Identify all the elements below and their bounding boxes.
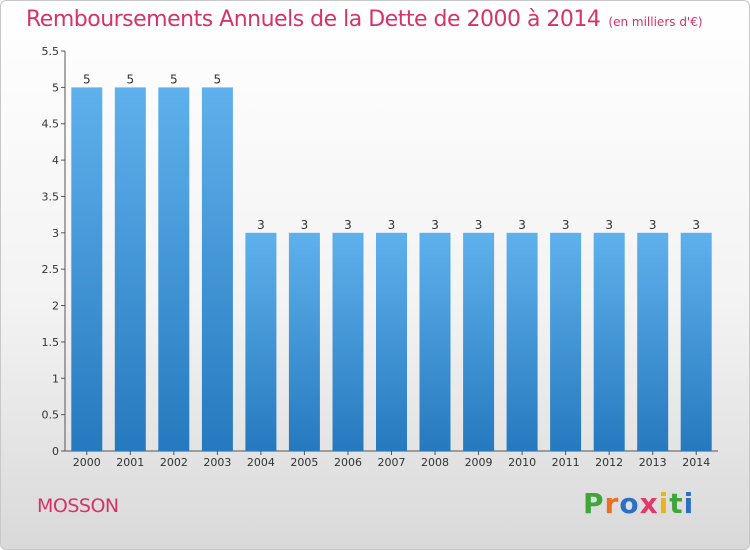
y-tick-label: 2 xyxy=(52,300,59,313)
bar-2005 xyxy=(288,232,320,451)
data-label: 3 xyxy=(431,218,439,232)
y-tick-label: 3.5 xyxy=(42,190,60,203)
data-label: 3 xyxy=(257,218,265,232)
y-tick-label: 4 xyxy=(52,154,59,167)
brand-letter: x xyxy=(639,487,659,520)
x-tick-label: 2000 xyxy=(73,456,101,469)
data-label: 3 xyxy=(344,218,352,232)
data-label: 3 xyxy=(649,218,657,232)
x-tick-label: 2004 xyxy=(247,456,275,469)
data-label: 5 xyxy=(83,72,91,86)
data-label: 3 xyxy=(692,218,700,232)
bar-2004 xyxy=(245,232,277,451)
bar-2012 xyxy=(593,232,625,451)
brand-letter: P xyxy=(583,487,605,520)
x-tick-label: 2010 xyxy=(508,456,536,469)
bar-2000 xyxy=(71,87,103,452)
x-tick-label: 2006 xyxy=(334,456,362,469)
data-label: 3 xyxy=(301,218,309,232)
x-tick-label: 2009 xyxy=(465,456,493,469)
brand-letter: t xyxy=(669,487,684,520)
brand-letter: i xyxy=(658,487,670,520)
bar-2002 xyxy=(158,87,190,452)
x-tick-label: 2007 xyxy=(378,456,406,469)
data-label: 3 xyxy=(605,218,613,232)
data-label: 5 xyxy=(126,72,134,86)
x-tick-label: 2013 xyxy=(639,456,667,469)
chart-title-text: Remboursements Annuels de la Dette de 20… xyxy=(26,7,601,32)
data-label: 3 xyxy=(475,218,483,232)
x-tick-label: 2005 xyxy=(290,456,318,469)
bar-2011 xyxy=(550,232,582,451)
chart-axes: 0 0.5 1 1.5 2 2.5 3 3.5 4 4.5 5 5.5 xyxy=(42,45,718,458)
data-label: 3 xyxy=(388,218,396,232)
y-tick-label: 0 xyxy=(52,445,59,458)
y-tick-label: 1 xyxy=(52,372,59,385)
x-tick-label: 2014 xyxy=(682,456,710,469)
y-tick-label: 0.5 xyxy=(42,409,60,422)
x-tick-label: 2001 xyxy=(116,456,144,469)
chart-subtitle: (en milliers d'€) xyxy=(608,15,703,29)
bar-2001 xyxy=(114,87,146,452)
bar-2013 xyxy=(637,232,669,451)
x-tick-label: 2002 xyxy=(160,456,188,469)
chart-title: Remboursements Annuels de la Dette de 20… xyxy=(26,7,703,32)
y-tick-label: 1.5 xyxy=(42,336,60,349)
brand-logo[interactable]: Proxiti xyxy=(583,487,694,520)
bar-2010 xyxy=(506,232,538,451)
x-tick-label: 2012 xyxy=(595,456,623,469)
y-tick-label: 5.5 xyxy=(42,45,60,58)
commune-name: MOSSON xyxy=(37,495,119,517)
bar-2003 xyxy=(201,87,233,452)
data-label: 3 xyxy=(518,218,526,232)
brand-letter: i xyxy=(683,487,695,520)
x-tick-label: 2008 xyxy=(421,456,449,469)
chart-bars xyxy=(71,87,712,452)
bar-2007 xyxy=(376,232,407,451)
y-tick-label: 5 xyxy=(52,81,59,94)
chart-labels: 2000 5 2001 5 2002 5 2003 5 2004 3 2005 3 2006 3 2007 3… xyxy=(73,72,710,469)
y-tick-label: 4.5 xyxy=(42,118,60,131)
bar-2006 xyxy=(332,232,364,451)
brand-letter: r xyxy=(604,487,620,520)
y-tick-label: 2.5 xyxy=(42,263,60,276)
data-label: 5 xyxy=(170,72,178,86)
bar-2008 xyxy=(419,232,451,451)
x-tick-label: 2003 xyxy=(203,456,231,469)
bar-2014 xyxy=(680,232,712,451)
bar-2009 xyxy=(463,232,495,451)
y-tick-label: 3 xyxy=(52,227,59,240)
data-label: 5 xyxy=(214,72,222,86)
x-tick-label: 2011 xyxy=(552,456,580,469)
brand-letter: o xyxy=(619,487,640,520)
data-label: 3 xyxy=(562,218,570,232)
